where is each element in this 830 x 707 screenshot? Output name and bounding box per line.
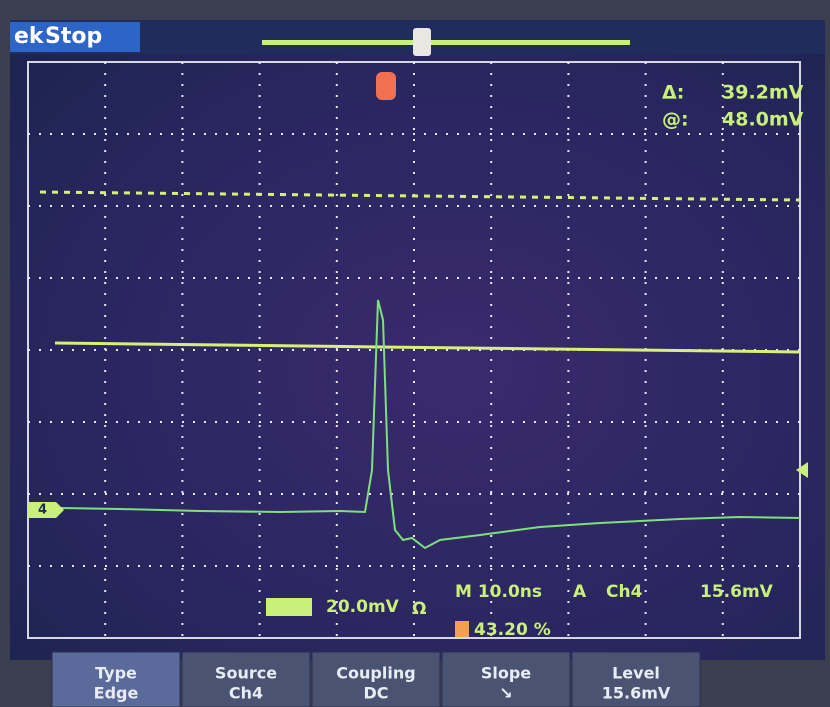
trigger-position-icon <box>455 621 469 637</box>
trigger-level-marker <box>796 462 808 478</box>
trigger-position: 43.20 % <box>474 620 551 640</box>
trigger-level: 15.6mV <box>700 582 774 602</box>
menu-button[interactable] <box>181 651 311 707</box>
cursor-line <box>54 341 801 354</box>
menu-button[interactable] <box>441 651 571 707</box>
trigger-position-marker <box>376 72 396 100</box>
menu-label: Type <box>95 664 137 683</box>
display <box>10 20 825 660</box>
menu-value: 15.6mV <box>602 684 671 703</box>
menu-value: Edge <box>94 684 139 703</box>
menu-label: Level <box>612 664 660 683</box>
menu-value: Ch4 <box>229 684 263 703</box>
impedance: Ω <box>412 599 426 619</box>
channel-badge <box>266 598 312 616</box>
menu-value: DC <box>363 684 388 703</box>
menu-button[interactable] <box>311 651 441 707</box>
trigger-mode: A <box>573 582 587 602</box>
status-tab <box>10 22 140 52</box>
menu-button[interactable] <box>571 651 701 707</box>
record-bar <box>262 40 630 45</box>
brand: ek <box>14 24 45 49</box>
vertical-scale: 20.0mV <box>326 597 400 617</box>
delta-label: Δ: <box>662 82 684 104</box>
channel-marker-shape <box>28 502 64 518</box>
at-value: 48.0mV <box>722 109 804 131</box>
record-window <box>413 28 431 56</box>
menu-label: Slope <box>481 664 531 683</box>
channel-marker: 4 <box>38 503 47 518</box>
menu-label: Source <box>215 664 277 683</box>
menu-label: Coupling <box>336 664 415 683</box>
run-status: Stop <box>45 24 102 49</box>
timebase: M 10.0ns <box>455 582 542 602</box>
waveform <box>59 299 801 550</box>
menu-value: ↘ <box>499 684 512 703</box>
trigger-source: Ch4 <box>606 582 643 602</box>
delta-value: 39.2mV <box>722 82 804 104</box>
at-label: @: <box>662 109 689 131</box>
menu-button[interactable] <box>51 651 181 707</box>
